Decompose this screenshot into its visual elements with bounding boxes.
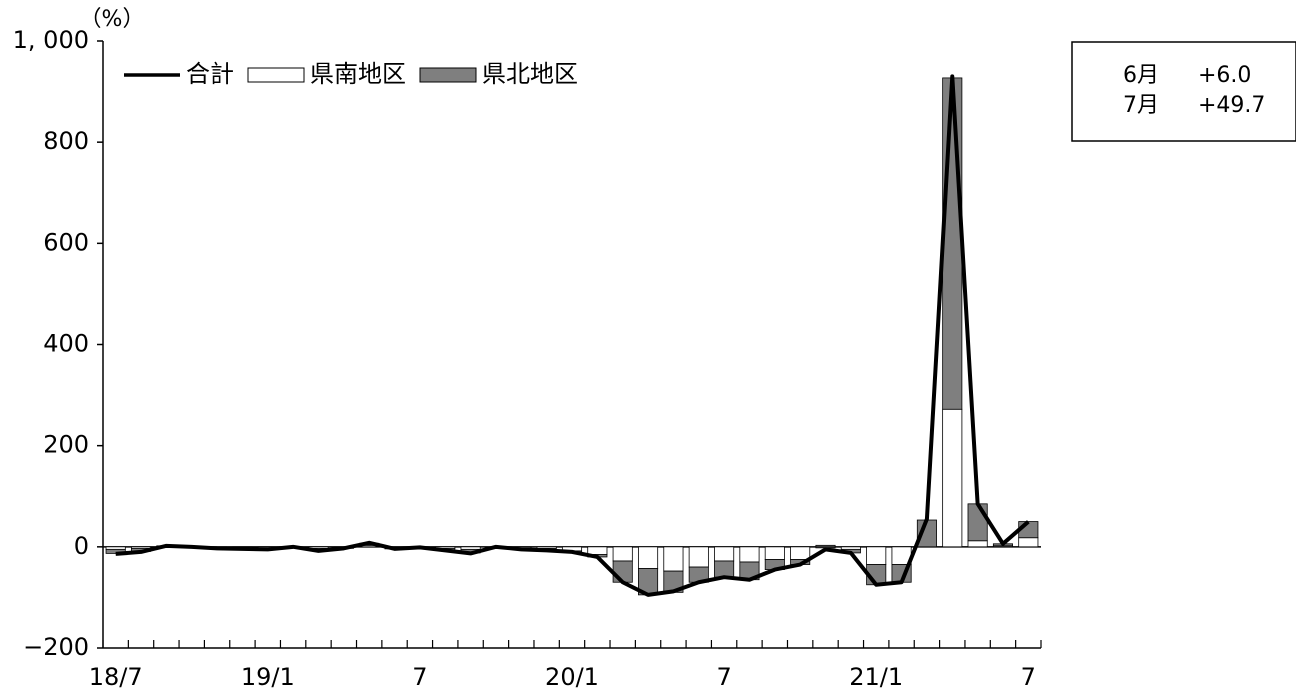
bar <box>1018 537 1039 548</box>
bar <box>714 560 735 578</box>
bar <box>587 546 608 555</box>
bar <box>612 560 633 583</box>
x-tick-label: 21/1 <box>849 663 903 691</box>
x-tick-label: 7 <box>716 663 731 691</box>
y-tick-label: 200 <box>43 431 89 459</box>
annotation-month: 6月 <box>1123 63 1159 88</box>
y-tick-label: 600 <box>43 228 89 256</box>
y-tick-label: −200 <box>23 633 89 661</box>
y-tick-label: 1, 000 <box>13 26 89 54</box>
bar <box>612 546 633 562</box>
bar <box>815 544 836 548</box>
legend-swatch <box>419 67 477 83</box>
y-unit: （%） <box>80 7 145 32</box>
legend-swatch <box>247 67 305 83</box>
y-tick-label: 0 <box>74 532 89 560</box>
bar <box>790 546 811 560</box>
annotation-value: +49.7 <box>1198 93 1265 118</box>
legend-label: 合計 <box>186 60 234 88</box>
bar <box>942 77 963 410</box>
bar <box>942 408 963 548</box>
bar <box>688 546 709 568</box>
y-tick-label: 400 <box>43 330 89 358</box>
bar <box>663 546 684 572</box>
bar <box>739 546 760 563</box>
x-tick-label: 20/1 <box>545 663 599 691</box>
bar <box>967 540 988 548</box>
line <box>115 74 1030 597</box>
bar <box>866 546 887 565</box>
x-tick-label: 7 <box>412 663 427 691</box>
annotation-month: 7月 <box>1123 93 1159 118</box>
x-tick-label: 7 <box>1021 663 1036 691</box>
bar <box>638 546 659 569</box>
y-tick-label: 800 <box>43 127 89 155</box>
x-tick-label: 19/1 <box>241 663 295 691</box>
x-tick-label: 18/7 <box>89 663 143 691</box>
legend-label: 県北地区 <box>482 60 578 88</box>
annotation-value: +6.0 <box>1198 63 1251 88</box>
bar <box>967 503 988 542</box>
legend-label: 県南地区 <box>310 60 406 88</box>
bar <box>764 546 785 560</box>
annotation-box <box>1071 41 1296 142</box>
bar <box>714 546 735 562</box>
